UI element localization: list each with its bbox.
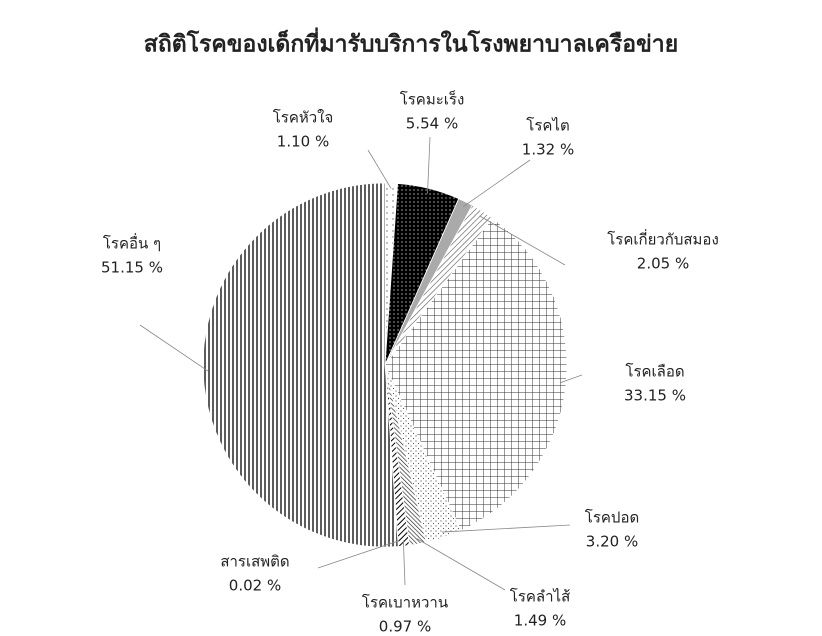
slice-label: โรคหัวใจ [273, 109, 334, 127]
chart-title: สถิติโรคของเด็กที่มารับบริการในโรงพยาบาล… [144, 27, 678, 58]
leader-line [367, 149, 392, 189]
leader-line [560, 374, 583, 383]
slice-label: โรคเลือด [625, 363, 684, 381]
leader-line [427, 136, 431, 194]
value-label: 1.32 % [522, 141, 574, 159]
leader-line [479, 215, 566, 266]
slice-label: โรคไต [526, 117, 569, 135]
leader-line [442, 524, 571, 533]
value-label: 5.54 % [406, 115, 458, 133]
value-label: 51.15 % [101, 259, 163, 277]
slice-label: สารเสพติด [220, 553, 289, 571]
labels: โรคหัวใจ 1.10 % โรคมะเร็ง 5.54 % โรคไต 1.32 %… [101, 90, 719, 636]
slice-label: โรคลำไส้ [510, 588, 570, 606]
slice [202, 182, 399, 548]
slice [384, 217, 568, 532]
value-label: 1.49 % [514, 612, 566, 630]
value-label: 2.05 % [637, 255, 689, 273]
value-label: 3.20 % [586, 533, 638, 551]
leader-line [317, 540, 399, 569]
leader-line [139, 324, 209, 372]
leader-line [402, 540, 406, 586]
leader-line [462, 159, 531, 208]
slice-label: โรคเกี่ยวกับสมอง [607, 229, 719, 249]
slice-label: โรคอื่น ๆ [103, 233, 161, 253]
value-label: 1.10 % [277, 133, 329, 151]
value-label: 33.15 % [624, 387, 686, 405]
pie [202, 182, 568, 548]
leader-line [416, 538, 506, 591]
slice-label: โรคมะเร็ง [400, 90, 465, 109]
slice-label: โรคเบาหวาน [362, 594, 448, 612]
value-label: 0.97 % [379, 618, 431, 633]
slice-label: โรคปอด [585, 509, 639, 527]
value-label: 0.02 % [229, 577, 281, 595]
